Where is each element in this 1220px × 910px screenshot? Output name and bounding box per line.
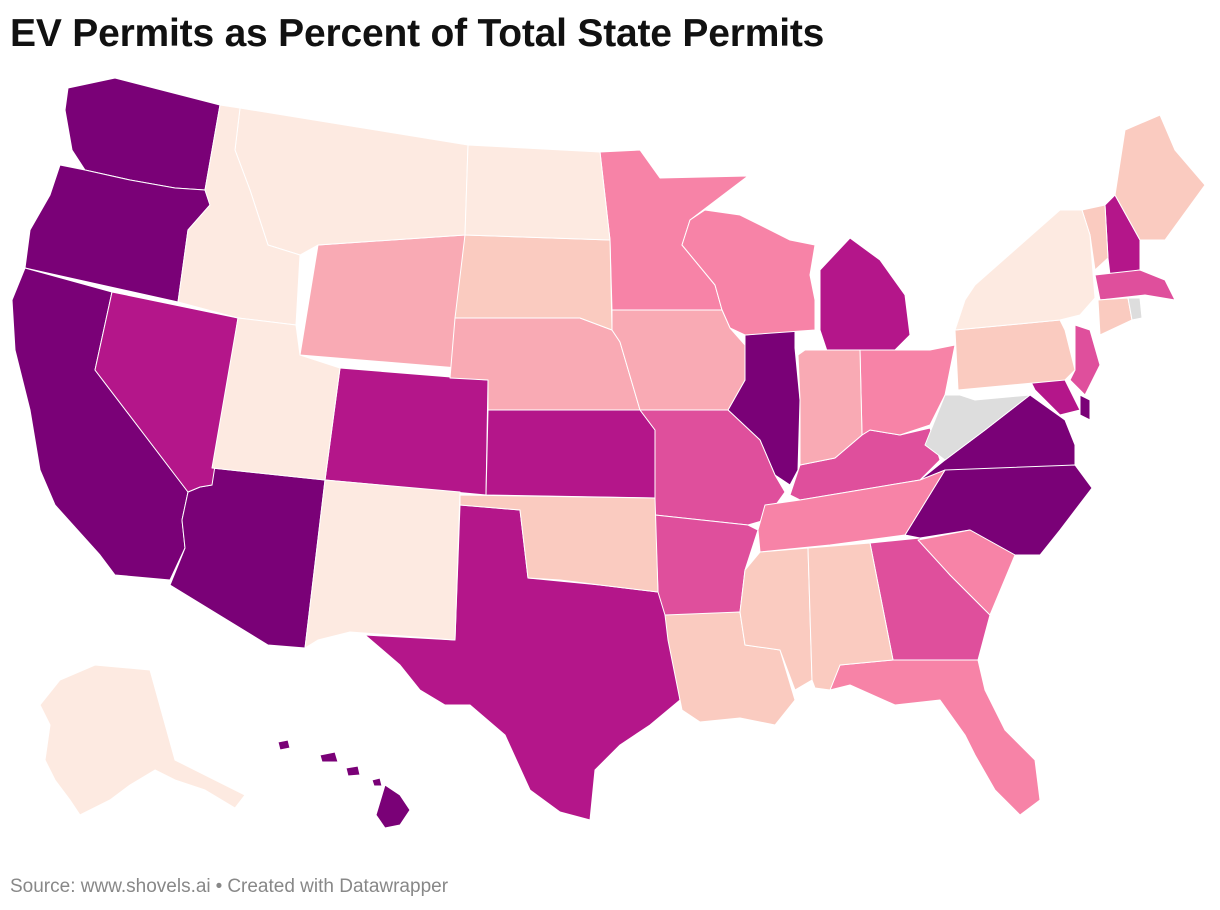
state-michigan[interactable]: Michigan — [819, 237, 911, 361]
state-oklahoma[interactable]: Oklahoma — [459, 494, 659, 593]
state-new-mexico[interactable]: New Mexico — [304, 479, 461, 649]
state-iowa[interactable]: Iowa — [611, 309, 746, 411]
source-footer: Source: www.shovels.ai • Created with Data… — [10, 876, 448, 898]
state-alaska[interactable]: Alaska — [39, 664, 246, 816]
state-connecticut[interactable]: Connecticut — [1097, 297, 1133, 336]
state-ohio[interactable]: Ohio — [859, 344, 956, 436]
state-new-jersey[interactable]: New Jersey — [1069, 324, 1101, 396]
state-utah[interactable]: Utah — [211, 317, 341, 481]
us-choropleth-map: WashingtonOregonCaliforniaArizonaIllinoi… — [11, 77, 1206, 829]
state-colorado[interactable]: Colorado — [324, 367, 489, 496]
state-north-dakota[interactable]: North Dakota — [464, 144, 611, 241]
credit-text[interactable]: Created with Datawrapper — [227, 876, 449, 897]
state-west-virginia[interactable]: West Virginia — [924, 394, 1031, 461]
state-north-carolina[interactable]: North Carolina — [904, 464, 1093, 556]
chart-title: EV Permits as Percent of Total State Per… — [10, 12, 825, 55]
state-wyoming[interactable]: Wyoming — [299, 234, 466, 369]
state-delaware[interactable]: Delaware — [1079, 394, 1091, 421]
state-arizona[interactable]: Arizona — [169, 467, 326, 649]
state-south-dakota[interactable]: South Dakota — [454, 234, 613, 331]
state-indiana[interactable]: Indiana — [797, 349, 863, 466]
state-new-york[interactable]: New York — [954, 209, 1096, 331]
state-pennsylvania[interactable]: Pennsylvania — [954, 319, 1076, 391]
state-alabama[interactable]: Alabama — [807, 542, 894, 691]
state-florida[interactable]: Florida — [829, 659, 1041, 816]
footer-separator: • — [215, 876, 223, 897]
state-massachusetts[interactable]: Massachusetts — [1094, 269, 1176, 301]
state-kansas[interactable]: Kansas — [485, 409, 656, 499]
state-rhode-island[interactable]: Rhode Island — [1127, 297, 1143, 321]
state-hawaii[interactable]: Hawaii — [277, 739, 411, 829]
state-montana[interactable]: Montana — [234, 107, 469, 256]
state-mississippi[interactable]: Mississippi — [739, 547, 813, 691]
state-south-carolina[interactable]: South Carolina — [917, 529, 1016, 616]
state-maine[interactable]: Maine — [1114, 114, 1206, 241]
source-text[interactable]: Source: www.shovels.ai — [10, 876, 211, 897]
state-wisconsin[interactable]: Wisconsin — [681, 209, 816, 336]
